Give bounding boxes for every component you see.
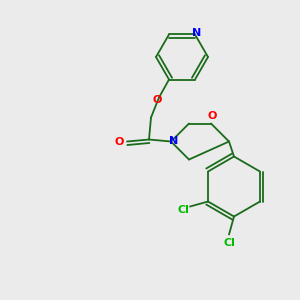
Text: O: O — [152, 94, 162, 104]
Text: N: N — [192, 28, 202, 38]
Text: O: O — [114, 136, 124, 146]
Text: Cl: Cl — [177, 205, 189, 214]
Text: Cl: Cl — [223, 238, 235, 248]
Text: O: O — [207, 110, 217, 121]
Text: N: N — [169, 136, 178, 146]
